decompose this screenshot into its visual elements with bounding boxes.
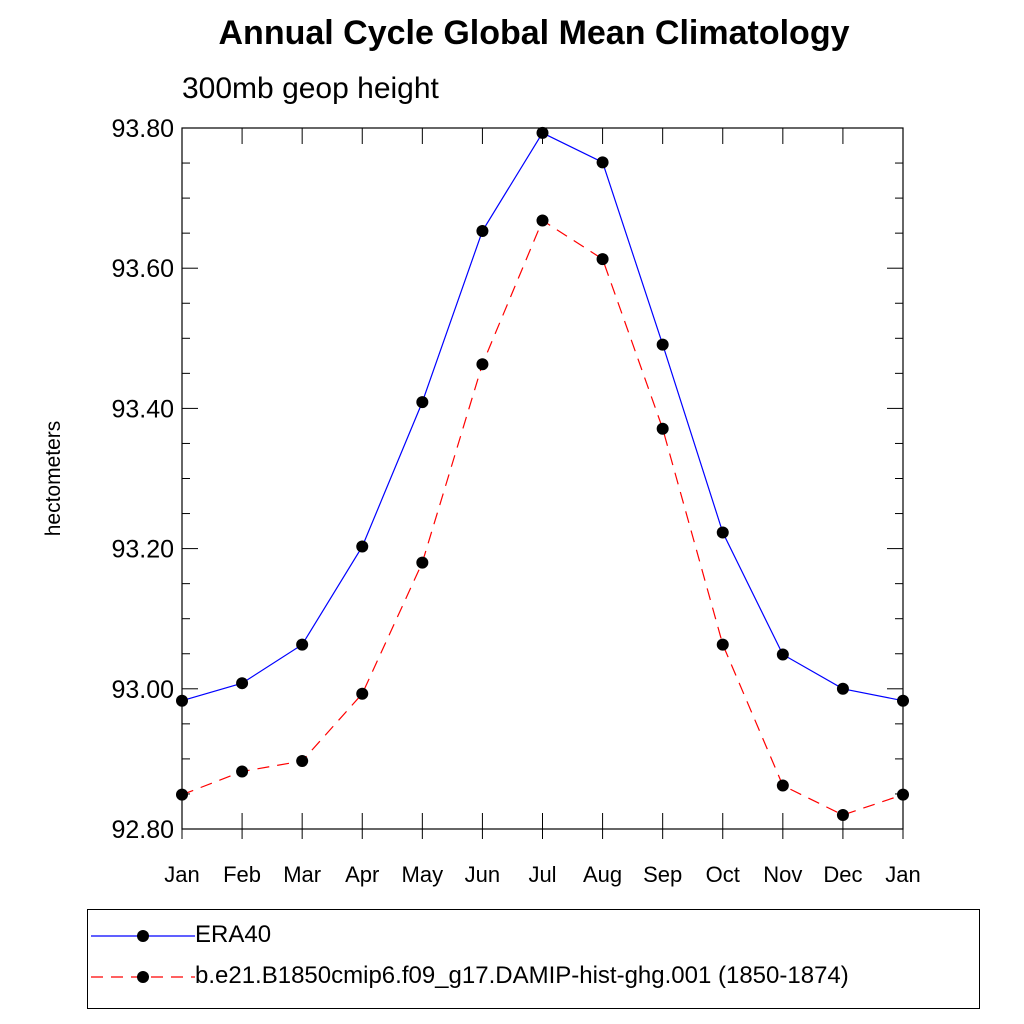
legend-marker-damip — [137, 971, 149, 983]
series-0-point — [356, 540, 369, 553]
x-tick-label: Oct — [706, 862, 740, 887]
x-tick-label: Nov — [763, 862, 802, 887]
series-1-point — [176, 788, 188, 801]
x-tick-label: Feb — [223, 862, 261, 887]
x-tick-label: May — [402, 862, 444, 887]
series-0-point — [416, 396, 429, 409]
x-tick-label: Jan — [885, 862, 920, 887]
series-1-point — [836, 808, 849, 821]
y-tick-label: 93.80 — [111, 115, 174, 143]
x-tick-label: Jul — [528, 862, 556, 887]
chart-canvas: 92.80 93.00 93.20 93.40 93.60 93.80 Jan Feb Mar A… — [42, 115, 921, 887]
series-1-point — [656, 422, 669, 435]
y-axis-label: hectometers — [42, 421, 65, 537]
series-0-point — [296, 638, 309, 651]
series-1-point — [596, 253, 609, 266]
series-0-point — [776, 648, 789, 661]
series-1-point — [536, 214, 549, 227]
x-tick-label: Apr — [345, 862, 379, 887]
y-tick-label: 93.60 — [111, 255, 174, 283]
chart-subtitle: 300mb geop height — [182, 72, 439, 105]
series-1-point — [296, 755, 309, 768]
chart-title: Annual Cycle Global Mean Climatology — [218, 14, 850, 52]
series-1-point — [416, 556, 429, 569]
legend: ERA40 b.e21.B1850cmip6.f09_g17.DAMIP-his… — [87, 909, 980, 1009]
series-0-point — [836, 682, 849, 695]
series-0-point — [176, 694, 188, 707]
x-tick-label: Aug — [583, 862, 622, 887]
series-0-point — [236, 677, 249, 690]
series-1-point — [776, 779, 789, 792]
y-tick-label: 93.20 — [111, 536, 174, 564]
series-0-point — [656, 338, 669, 351]
legend-marker-era40 — [137, 930, 149, 942]
series-0-point — [536, 126, 549, 139]
series-1-point — [897, 788, 909, 801]
series-1-point — [716, 638, 729, 651]
x-tick-label: Sep — [643, 862, 682, 887]
y-tick-label: 92.80 — [111, 816, 174, 844]
x-tick-label: Mar — [283, 862, 321, 887]
y-tick-label: 93.40 — [111, 395, 174, 423]
legend-label-era40: ERA40 — [195, 921, 272, 948]
series-line-1 — [181, 219, 904, 816]
series-0-point — [716, 526, 729, 539]
x-tick-label: Dec — [823, 862, 862, 887]
y-tick-label: 93.00 — [111, 676, 174, 704]
legend-label-damip: b.e21.B1850cmip6.f09_g17.DAMIP-hist-ghg.… — [195, 962, 849, 989]
plot-frame — [181, 127, 904, 830]
series-0-point — [476, 225, 489, 238]
series-1-point — [236, 765, 249, 778]
series-1-point — [476, 358, 489, 371]
series-0-point — [897, 694, 909, 707]
series-1-point — [356, 687, 369, 700]
series-0-point — [596, 156, 609, 169]
x-tick-label: Jun — [465, 862, 500, 887]
x-tick-label: Jan — [164, 862, 199, 887]
